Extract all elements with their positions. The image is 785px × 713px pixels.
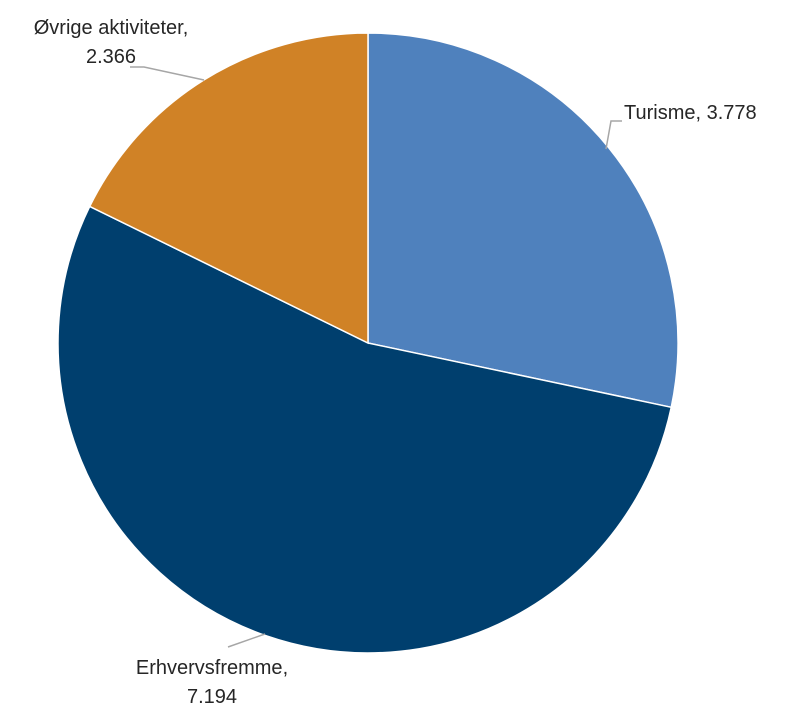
leader-line-erhvervsfremme — [227, 633, 266, 648]
label-group-ovrige: Øvrige aktiviteter, 2.366 — [34, 17, 205, 81]
pie-slice-turisme — [367, 32, 679, 409]
pie-slice-øvrige-aktiviteter — [88, 32, 369, 345]
leader-line-ovrige — [130, 66, 205, 81]
data-label-turisme: Turisme, 3.778 — [624, 102, 757, 124]
pie-slice-erhvervsfremme — [57, 205, 673, 654]
data-label-erhvervsfremme: Erhvervsfremme, — [136, 657, 288, 679]
label-group-erhvervsfremme: Erhvervsfremme, 7.194 — [136, 633, 288, 708]
pie-slices — [57, 32, 679, 654]
data-value-erhvervsfremme: 7.194 — [187, 686, 237, 708]
data-value-ovrige: 2.366 — [86, 46, 136, 68]
leader-line-turisme — [605, 120, 622, 150]
data-label-ovrige: Øvrige aktiviteter, — [34, 17, 189, 39]
label-group-turisme: Turisme, 3.778 — [605, 102, 757, 150]
